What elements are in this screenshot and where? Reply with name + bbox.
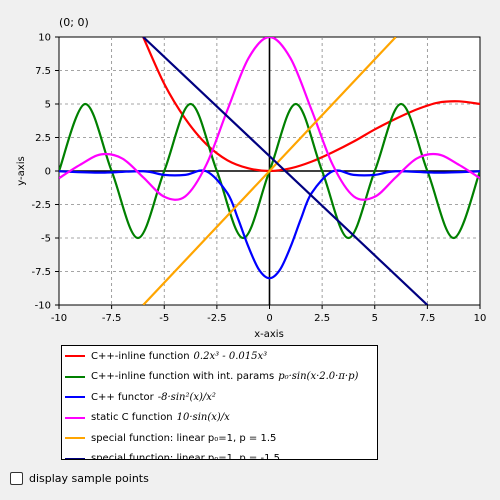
- legend-entry-6: special function: linear p₀=1, p = -1.5: [62, 449, 377, 460]
- x-tick-label: 0: [266, 313, 272, 324]
- legend-formula: p₀·sin(x·2.0·π·p): [278, 371, 359, 383]
- ticks: -10 -7.5 -5 -2.5 0 2.5 5 7.5 10 10 7.5 5 2.5 0 -2.5 -5 -…: [31, 33, 486, 325]
- legend-label: C++-inline function: [91, 350, 190, 362]
- y-tick-label: -10: [35, 301, 51, 312]
- legend-formula: 10·sin(x)/x: [176, 412, 230, 424]
- legend-swatch: [65, 416, 85, 419]
- x-tick-label: 7.5: [419, 313, 435, 324]
- legend: C++-inline function 0.2x³ - 0.015x³ C++-in…: [61, 345, 378, 460]
- series-line-5: [142, 37, 397, 305]
- checkbox-box[interactable]: [10, 472, 23, 485]
- y-tick-label: 10: [38, 33, 51, 44]
- legend-label: special function: linear p₀=1, p = 1.5: [91, 432, 277, 444]
- y-tick-label: -5: [41, 234, 51, 245]
- series-line-4: [59, 37, 480, 201]
- x-tick-label: 5: [372, 313, 378, 324]
- coordinate-readout: (0; 0): [59, 16, 89, 29]
- legend-entry-3: C++ functor -8·sin²(x)/x²: [62, 387, 377, 408]
- y-tick-label: 7.5: [35, 66, 51, 77]
- legend-formula: -8·sin²(x)/x²: [157, 391, 216, 403]
- y-tick-label: -2.5: [31, 200, 51, 211]
- y-axis-label: y-axis: [16, 156, 27, 185]
- x-tick-label: -2.5: [207, 313, 227, 324]
- y-tick-label: 5: [45, 100, 51, 111]
- legend-formula: 0.2x³ - 0.015x³: [193, 350, 268, 362]
- legend-entry-5: special function: linear p₀=1, p = 1.5: [62, 428, 377, 449]
- legend-entry-1: C++-inline function 0.2x³ - 0.015x³: [62, 346, 377, 367]
- y-tick-label: 2.5: [35, 133, 51, 144]
- x-tick-label: 2.5: [314, 313, 330, 324]
- series-line-3: [59, 169, 480, 280]
- legend-entry-4: static C function 10·sin(x)/x: [62, 408, 377, 429]
- legend-label: static C function: [91, 412, 173, 424]
- x-tick-label: -10: [51, 313, 67, 324]
- y-tick-label: -7.5: [31, 267, 51, 278]
- x-tick-label: -5: [159, 313, 169, 324]
- legend-label: C++-inline function with int. params: [91, 371, 275, 383]
- legend-swatch: [65, 396, 85, 399]
- y-tick-label: 0: [45, 167, 51, 178]
- legend-swatch: [65, 355, 85, 358]
- legend-label: special function: linear p₀=1, p = -1.5: [91, 453, 280, 460]
- x-tick-label: 10: [474, 313, 487, 324]
- series-line-1: [142, 37, 480, 173]
- legend-swatch: [65, 375, 85, 378]
- display-sample-points-checkbox[interactable]: display sample points: [10, 472, 149, 485]
- x-axis-label: x-axis: [254, 329, 284, 340]
- legend-swatch: [65, 437, 85, 440]
- legend-entry-2: C++-inline function with int. params p₀·s…: [62, 367, 377, 388]
- series-layer: [59, 37, 480, 305]
- legend-label: C++ functor: [91, 391, 154, 403]
- x-tick-label: -7.5: [102, 313, 122, 324]
- series-line-6: [142, 37, 429, 305]
- display-sample-points-label: display sample points: [29, 472, 149, 485]
- legend-swatch: [65, 457, 85, 459]
